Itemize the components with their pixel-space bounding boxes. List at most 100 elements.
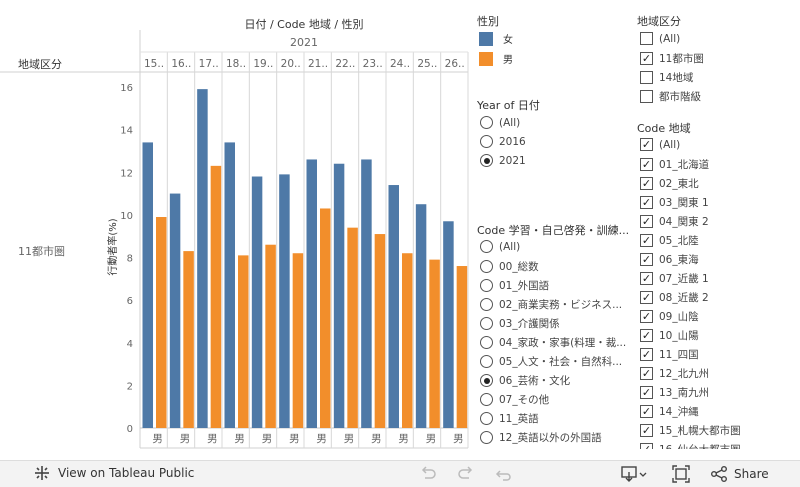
checkbox-option[interactable]: ✓ 15_札幌大都市圏	[640, 423, 741, 438]
checkbox-option[interactable]: ✓ 12_北九州	[640, 366, 709, 381]
bar-female[interactable]	[224, 142, 236, 428]
radio-button[interactable]	[480, 135, 493, 148]
checkbox[interactable]: ✓	[640, 291, 653, 304]
radio-option[interactable]: 07_その他	[480, 392, 549, 407]
download-icon[interactable]	[620, 464, 648, 484]
checkbox[interactable]: ✓	[640, 196, 653, 209]
radio-button[interactable]	[480, 355, 493, 368]
checkbox-option[interactable]: ✓ 03_関東 1	[640, 195, 709, 210]
checkbox-option[interactable]: ✓ 07_近畿 1	[640, 271, 709, 286]
checkbox-option[interactable]: ✓ (All)	[640, 138, 680, 151]
bar-male[interactable]	[347, 227, 358, 428]
bar-male[interactable]	[265, 244, 276, 428]
checkbox[interactable]: ✓	[640, 253, 653, 266]
bar-male[interactable]	[456, 266, 468, 428]
bar-female[interactable]	[169, 193, 181, 428]
radio-option[interactable]: (All)	[480, 240, 520, 253]
checkbox[interactable]: ✓	[640, 158, 653, 171]
checkbox[interactable]	[640, 90, 653, 103]
checkbox-option[interactable]: ✓ 04_関東 2	[640, 214, 709, 229]
revert-icon[interactable]	[494, 464, 514, 484]
bar-female[interactable]	[197, 89, 208, 428]
bar-chart[interactable]: 0 2 4 6 8 10 12 14 16 15.. 男 16.. 男 17.. 男 18.. 男 19.. 男 20…	[0, 0, 470, 460]
checkbox-option[interactable]: ✓ 10_山陽	[640, 328, 699, 343]
checkbox[interactable]: ✓	[640, 272, 653, 285]
checkbox[interactable]: ✓	[640, 329, 653, 342]
radio-button[interactable]	[480, 317, 493, 330]
checkbox-option[interactable]: ✓ 02_東北	[640, 176, 699, 191]
checkbox-option[interactable]: 都市階級	[640, 89, 701, 104]
bar-female[interactable]	[142, 142, 154, 428]
bar-male[interactable]	[402, 253, 413, 428]
checkbox[interactable]: ✓	[640, 367, 653, 380]
radio-button[interactable]	[480, 393, 493, 406]
bar-female[interactable]	[415, 204, 427, 428]
checkbox[interactable]	[640, 71, 653, 84]
bar-male[interactable]	[156, 217, 167, 428]
radio-button[interactable]	[480, 154, 493, 167]
checkbox[interactable]: ✓	[640, 234, 653, 247]
checkbox-option[interactable]: (All)	[640, 32, 680, 45]
checkbox[interactable]: ✓	[640, 310, 653, 323]
bar-male[interactable]	[374, 234, 386, 428]
radio-button[interactable]	[480, 374, 493, 387]
radio-button[interactable]	[480, 240, 493, 253]
radio-button[interactable]	[480, 431, 493, 444]
bar-female[interactable]	[251, 176, 263, 428]
bar-female[interactable]	[443, 221, 454, 428]
radio-option[interactable]: 03_介護関係	[480, 316, 560, 331]
checkbox[interactable]: ✓	[640, 215, 653, 228]
bar-female[interactable]	[306, 159, 318, 428]
bar-female[interactable]	[333, 163, 345, 428]
checkbox-option[interactable]: ✓ 06_東海	[640, 252, 699, 267]
radio-option[interactable]: 11_英語	[480, 411, 539, 426]
checkbox-option[interactable]: ✓ 01_北海道	[640, 157, 709, 172]
checkbox-option[interactable]: ✓ 16_仙台大都市圏	[640, 442, 741, 449]
radio-option[interactable]: 12_英語以外の外国語	[480, 430, 602, 445]
checkbox-option[interactable]: ✓ 08_近畿 2	[640, 290, 709, 305]
checkbox-option[interactable]: ✓ 09_山陰	[640, 309, 699, 324]
undo-icon[interactable]	[418, 464, 438, 484]
checkbox[interactable]: ✓	[640, 177, 653, 190]
radio-option[interactable]: 04_家政・家事(料理・裁...	[480, 335, 626, 350]
radio-option[interactable]: 02_商業実務・ビジネス...	[480, 297, 622, 312]
bar-male[interactable]	[320, 208, 331, 428]
bar-male[interactable]	[292, 253, 304, 428]
radio-option[interactable]: 00_総数	[480, 259, 539, 274]
bar-female[interactable]	[388, 185, 400, 428]
checkbox-option[interactable]: ✓ 14_沖縄	[640, 404, 699, 419]
bar-male[interactable]	[210, 165, 222, 428]
view-on-tableau-public-link[interactable]: View on Tableau Public	[34, 465, 194, 481]
radio-button[interactable]	[480, 116, 493, 129]
checkbox[interactable]: ✓	[640, 138, 653, 151]
bar-male[interactable]	[429, 259, 440, 428]
checkbox[interactable]: ✓	[640, 386, 653, 399]
radio-button[interactable]	[480, 260, 493, 273]
radio-button[interactable]	[480, 412, 493, 425]
checkbox-option[interactable]: 14地域	[640, 70, 693, 85]
checkbox-option[interactable]: ✓ 13_南九州	[640, 385, 709, 400]
radio-button[interactable]	[480, 336, 493, 349]
checkbox[interactable]	[640, 32, 653, 45]
radio-option[interactable]: 05_人文・社会・自然科...	[480, 354, 622, 369]
checkbox-option[interactable]: ✓ 11_四国	[640, 347, 699, 362]
bar-male[interactable]	[183, 251, 194, 428]
fullscreen-icon[interactable]	[671, 464, 691, 484]
legend-item-female[interactable]: 女	[479, 31, 513, 46]
bar-female[interactable]	[279, 174, 290, 428]
radio-button[interactable]	[480, 279, 493, 292]
redo-icon[interactable]	[456, 464, 476, 484]
radio-button[interactable]	[480, 298, 493, 311]
bar-male[interactable]	[238, 255, 249, 428]
share-button[interactable]: Share	[710, 465, 769, 483]
checkbox[interactable]: ✓	[640, 424, 653, 437]
checkbox[interactable]: ✓	[640, 443, 653, 449]
checkbox[interactable]: ✓	[640, 405, 653, 418]
radio-option[interactable]: 01_外国語	[480, 278, 549, 293]
checkbox-option[interactable]: ✓ 05_北陸	[640, 233, 699, 248]
checkbox[interactable]: ✓	[640, 52, 653, 65]
radio-option[interactable]: (All)	[480, 116, 520, 129]
checkbox[interactable]: ✓	[640, 348, 653, 361]
radio-option[interactable]: 06_芸術・文化	[480, 373, 570, 388]
legend-item-male[interactable]: 男	[479, 51, 513, 66]
